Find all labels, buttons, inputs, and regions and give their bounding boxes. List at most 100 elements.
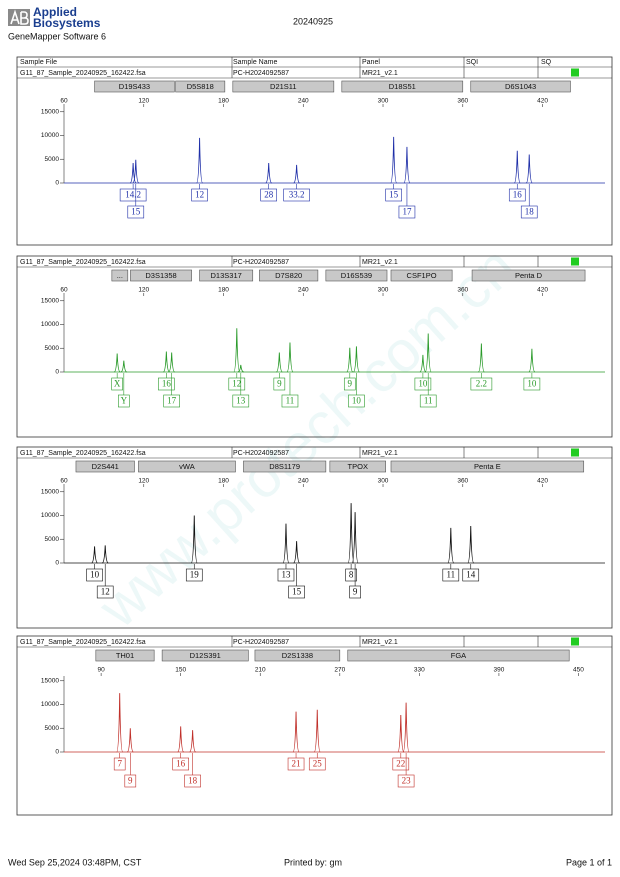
peak [127,728,134,753]
x-tick-label: 420 [537,478,548,485]
x-tick-label: 60 [60,98,68,105]
x-tick-label: 120 [138,478,149,485]
allele-label: 15 [389,190,399,200]
peak [196,137,204,184]
marker-box [232,80,335,93]
marker-box [111,269,129,282]
peak [477,343,485,373]
sample-file: G11_87_Sample_20240925_162422.fsa [20,259,146,266]
allele-label: 12 [195,190,204,200]
sample-file: G11_87_Sample_20240925_162422.fsa [20,450,146,457]
marker-name: D3S1358 [145,271,176,280]
x-tick-label: 360 [457,287,468,294]
allele-label: 18 [188,776,198,786]
peak [113,353,121,373]
peak [352,346,360,373]
allele-box [232,394,250,408]
y-tick-label: 15000 [41,677,59,684]
allele-label: 33.2 [289,190,305,200]
allele-label: 19 [190,570,200,580]
peak [233,328,241,373]
allele-box [172,757,189,771]
peak [403,146,411,184]
allele-box [281,394,299,408]
x-tick-label: 450 [573,667,584,674]
column-header: Sample File [20,59,57,66]
x-tick-label: 120 [138,287,149,294]
allele-box [273,377,286,391]
marker-name: FGA [451,651,466,660]
peak [102,545,109,564]
column-header: Panel [362,59,380,66]
marker-name: CSF1PO [407,271,437,280]
logo-mark [8,9,30,26]
marker-box [130,269,192,282]
brand: Biosystems [33,16,101,30]
sample-name: PC-H2024092587 [233,639,289,646]
allele-label: 14.2 [125,190,141,200]
allele-box [345,568,357,582]
y-tick-label: 0 [55,560,59,567]
y-tick-label: 15000 [41,488,59,495]
peak [189,730,196,753]
marker-box [175,80,226,93]
logo-glyph [10,9,29,25]
allele-box [308,757,326,771]
x-tick-label: 420 [537,98,548,105]
allele-label: 12 [232,379,241,389]
marker-name: D16S539 [341,271,372,280]
allele-box [119,188,147,202]
sample-name: PC-H2024092587 [233,259,289,266]
allele-box [462,568,480,582]
marker-name: D21S11 [270,82,297,91]
marker-name: TPOX [348,462,368,471]
allele-label: 9 [348,379,353,389]
status-indicator [571,637,579,646]
x-tick-label: 330 [414,667,425,674]
sample-name: PC-H2024092587 [233,450,289,457]
allele-label: 28 [264,190,274,200]
marker-box [95,649,155,662]
column-header: Sample Name [233,59,277,66]
panel-frame [16,635,613,816]
allele-box [185,568,203,582]
printed-by: Printed by: gm [284,857,342,867]
allele-box [385,188,402,202]
allele-box [288,585,305,599]
marker-name: D2S441 [92,462,119,471]
sample-name: PC-H2024092587 [233,70,289,77]
peak [282,523,290,564]
panel-name: MR21_v2.1 [362,259,398,266]
allele-label: 21 [292,759,301,769]
x-tick-label: 300 [378,478,389,485]
allele-box [96,585,114,599]
peak [424,333,432,373]
marker-name: D18S51 [389,82,416,91]
allele-label: 16 [176,759,186,769]
allele-label: 23 [402,776,412,786]
x-tick-label: 210 [255,667,266,674]
x-tick-label: 180 [218,478,229,485]
x-tick-label: 240 [298,478,309,485]
peak [347,503,355,564]
x-tick-label: 300 [378,287,389,294]
peak [397,714,405,753]
peak [292,711,300,753]
status-indicator [571,257,579,266]
allele-box [127,205,145,219]
allele-label: 15 [131,207,141,217]
sample-file: G11_87_Sample_20240925_162422.fsa [20,70,146,77]
allele-box [392,757,410,771]
peak [120,360,127,373]
x-tick-label: 60 [60,478,68,485]
allele-box [343,377,356,391]
peak [447,527,455,564]
allele-label: 9 [277,379,282,389]
allele-box [470,377,493,391]
peak [419,354,427,373]
allele-label: 10 [90,570,100,580]
marker-box [259,269,319,282]
marker-name: Penta D [515,271,543,280]
allele-label: 10 [352,396,362,406]
